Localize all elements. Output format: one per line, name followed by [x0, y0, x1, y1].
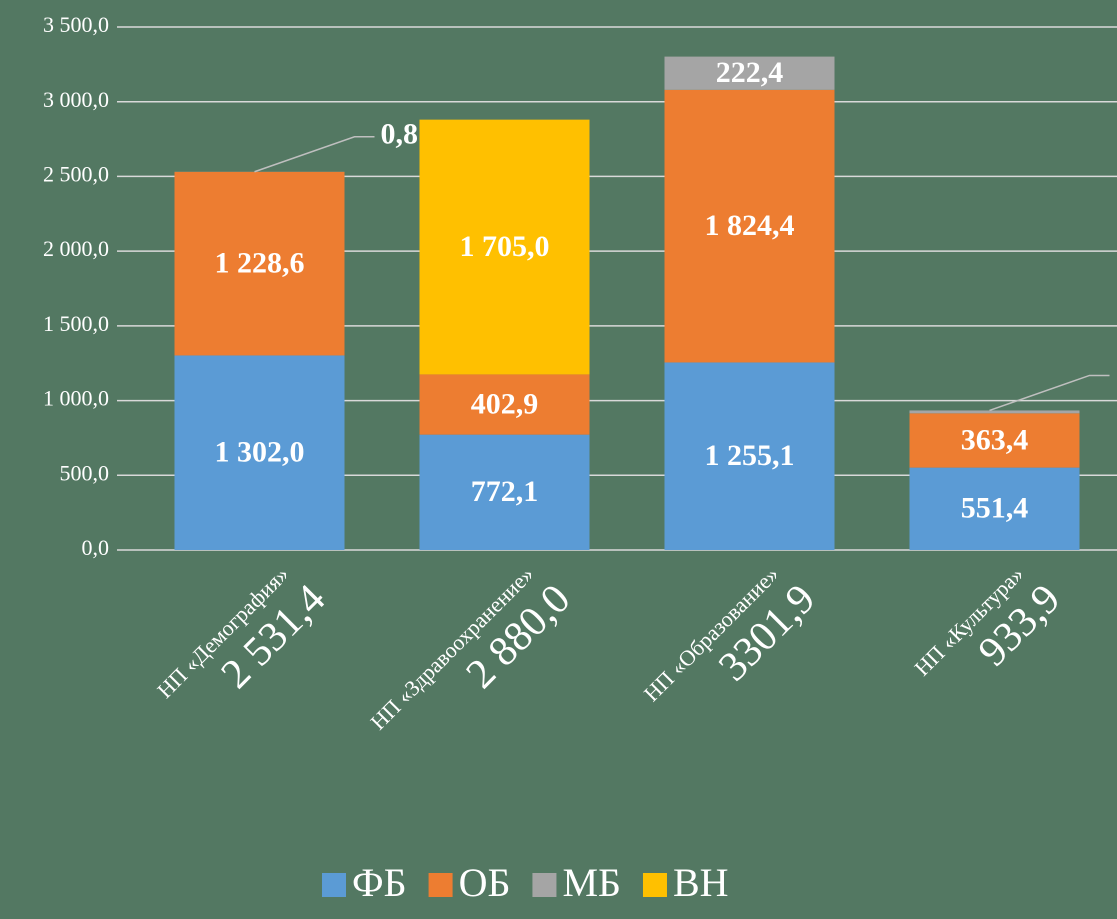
- y-tick-label: 500,0: [60, 460, 110, 485]
- legend-label: ОБ: [459, 860, 511, 905]
- category-label: НП «Образование»3301,9: [639, 561, 825, 706]
- data-label: 363,4: [961, 423, 1029, 456]
- bar-segment: [664, 56, 835, 90]
- y-tick-label: 3 500,0: [43, 12, 109, 37]
- bar-segment: [419, 119, 590, 375]
- data-label: 19,1: [1116, 356, 1117, 389]
- data-label: 1 705,0: [460, 230, 550, 263]
- legend-swatch: [532, 873, 557, 897]
- bar-segment: [419, 434, 590, 550]
- legend-swatch: [642, 873, 667, 897]
- bar-segment: [664, 89, 835, 363]
- category-label: НП «Здравоохранение»2 880,0: [365, 561, 579, 734]
- data-label: 402,9: [471, 387, 539, 420]
- data-label: 1 228,6: [215, 247, 305, 280]
- data-label: 1 824,4: [705, 209, 795, 242]
- data-label: 1 302,0: [215, 436, 305, 469]
- bar-segment: [664, 362, 835, 550]
- data-label: 551,4: [961, 492, 1029, 525]
- data-label: 1 255,1: [705, 439, 795, 472]
- leader-line: [254, 135, 375, 173]
- category-label: НП «Культура»933,9: [909, 561, 1069, 680]
- data-label: 222,4: [716, 56, 784, 89]
- y-tick-label: 3 000,0: [43, 87, 109, 112]
- legend-label: ВН: [673, 860, 729, 905]
- y-tick-label: 1 000,0: [43, 386, 109, 411]
- data-label: 772,1: [471, 475, 539, 508]
- legend-label: ФБ: [352, 860, 407, 905]
- bar-segment: [174, 355, 345, 550]
- bar-segment: [419, 374, 590, 435]
- legend-label: МБ: [562, 860, 621, 905]
- data-label: 0,8: [381, 118, 419, 151]
- legend-swatch: [322, 873, 346, 897]
- bar-segment: [909, 467, 1080, 550]
- y-tick-label: 1 500,0: [43, 311, 109, 336]
- y-tick-label: 2 000,0: [43, 236, 109, 261]
- y-tick-label: 0,0: [82, 535, 110, 560]
- bar-segment: [909, 410, 1080, 414]
- bar-segment: [174, 171, 345, 356]
- y-tick-label: 2 500,0: [43, 161, 109, 186]
- leader-line: [989, 374, 1110, 412]
- bar-segment: [909, 413, 1080, 468]
- category-label: НП «Демография»2 531,4: [152, 561, 334, 703]
- legend-swatch: [428, 873, 453, 897]
